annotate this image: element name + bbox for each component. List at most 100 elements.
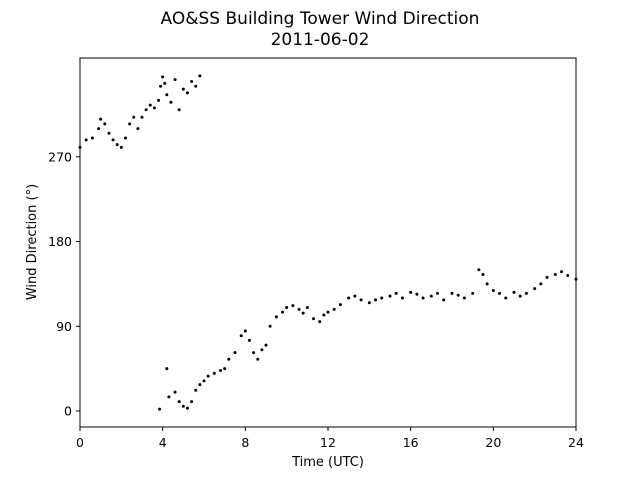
data-point xyxy=(185,91,189,95)
data-point xyxy=(177,400,181,404)
data-point xyxy=(181,87,185,91)
data-point xyxy=(374,298,378,302)
data-point xyxy=(167,395,171,399)
data-point xyxy=(252,351,256,355)
data-point xyxy=(202,379,206,383)
x-tick-label: 0 xyxy=(76,435,84,450)
data-point xyxy=(442,298,446,302)
data-point xyxy=(305,305,309,309)
data-point xyxy=(524,291,528,295)
data-point xyxy=(450,291,454,295)
y-axis-label: Wind Direction (°) xyxy=(25,184,40,300)
axis-ticks-layer: 0 4 8 12 16 20 24 0 90 180 270 xyxy=(48,149,584,450)
data-point xyxy=(157,98,161,102)
data-point xyxy=(260,348,264,352)
data-point xyxy=(181,404,185,408)
data-point xyxy=(119,145,123,149)
data-point xyxy=(553,273,557,277)
data-point xyxy=(518,294,522,298)
data-point xyxy=(560,270,564,274)
data-point xyxy=(194,84,198,88)
data-point xyxy=(185,406,189,410)
data-point xyxy=(239,334,243,338)
data-point xyxy=(173,78,177,82)
data-point xyxy=(128,122,132,126)
data-point xyxy=(165,367,169,371)
data-point xyxy=(169,100,173,104)
x-tick-label: 24 xyxy=(568,435,584,450)
data-point xyxy=(485,282,489,286)
data-point xyxy=(123,136,127,140)
x-tick-label: 4 xyxy=(159,435,167,450)
data-point xyxy=(212,371,216,375)
data-point xyxy=(159,84,163,88)
data-point xyxy=(90,136,94,140)
data-point xyxy=(533,287,537,291)
data-point xyxy=(219,369,223,373)
data-point xyxy=(409,290,413,294)
y-tick-label: 0 xyxy=(64,403,72,418)
data-point xyxy=(367,301,371,305)
data-point xyxy=(332,307,336,311)
data-point xyxy=(512,290,516,294)
data-point xyxy=(380,296,384,300)
data-point xyxy=(227,357,231,361)
data-point xyxy=(144,108,148,112)
data-point xyxy=(322,313,326,317)
data-point xyxy=(206,374,210,378)
data-point xyxy=(477,268,481,272)
data-point xyxy=(312,317,316,321)
data-point xyxy=(111,138,115,142)
data-point xyxy=(165,93,169,97)
data-point xyxy=(152,106,156,110)
y-tick-label: 180 xyxy=(48,234,72,249)
data-point xyxy=(264,343,268,347)
data-point xyxy=(136,127,140,131)
data-point xyxy=(436,291,440,295)
data-point xyxy=(281,310,285,314)
data-point xyxy=(274,315,278,319)
data-point xyxy=(566,273,570,277)
data-point xyxy=(107,131,111,135)
chart-title: AO&SS Building Tower Wind Direction xyxy=(161,9,480,29)
data-points-layer xyxy=(78,74,578,411)
y-tick-label: 90 xyxy=(56,319,72,334)
data-point xyxy=(481,273,485,277)
data-point xyxy=(291,304,295,308)
data-point xyxy=(498,291,502,295)
data-point xyxy=(471,291,475,295)
data-point xyxy=(347,296,351,300)
plot-area-frame xyxy=(79,57,577,428)
y-tick-label: 270 xyxy=(48,149,72,164)
data-point xyxy=(359,298,363,302)
data-point xyxy=(99,117,103,121)
data-point xyxy=(161,75,165,79)
data-point xyxy=(353,294,357,298)
data-point xyxy=(158,407,162,411)
data-point xyxy=(268,324,272,328)
data-point xyxy=(400,296,404,300)
data-point xyxy=(148,103,152,107)
data-point xyxy=(415,292,419,296)
data-point xyxy=(97,127,101,131)
data-point xyxy=(456,293,460,297)
data-point xyxy=(326,310,330,314)
data-point xyxy=(421,296,425,300)
data-point xyxy=(338,303,342,307)
data-point xyxy=(190,80,194,84)
data-point xyxy=(173,390,177,394)
data-point xyxy=(163,81,167,85)
x-tick-label: 20 xyxy=(485,435,501,450)
data-point xyxy=(545,275,549,279)
x-tick-label: 12 xyxy=(320,435,336,450)
data-point xyxy=(103,122,107,126)
data-point xyxy=(462,296,466,300)
data-point xyxy=(256,357,260,361)
data-point xyxy=(233,351,237,355)
data-point xyxy=(132,115,136,119)
data-point xyxy=(177,108,181,112)
data-point xyxy=(504,296,508,300)
data-point xyxy=(301,311,305,315)
